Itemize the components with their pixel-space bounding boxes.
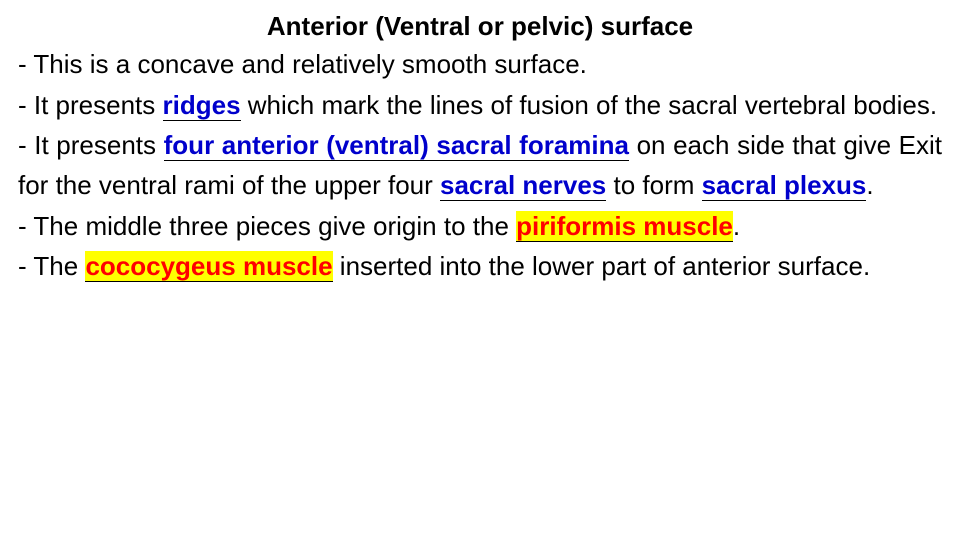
bullet-5: - The cococygeus muscle inserted into th… bbox=[18, 246, 942, 286]
term-ridges: ridges bbox=[163, 90, 241, 121]
text-fragment: to form bbox=[606, 170, 701, 200]
highlight-cococygeus: cococygeus muscle bbox=[85, 251, 332, 282]
text-fragment: inserted into the lower part of anterior… bbox=[333, 251, 871, 281]
term-sacral-nerves: sacral nerves bbox=[440, 170, 606, 201]
text-fragment: . bbox=[733, 211, 740, 241]
body-text: - This is a concave and relatively smoot… bbox=[18, 44, 942, 286]
text-fragment: - The middle three pieces give origin to… bbox=[18, 211, 516, 241]
text-fragment: . bbox=[866, 170, 873, 200]
page-title: Anterior (Ventral or pelvic) surface bbox=[18, 8, 942, 44]
text-fragment: which mark the lines of fusion of the sa… bbox=[241, 90, 938, 120]
bullet-1: - This is a concave and relatively smoot… bbox=[18, 44, 942, 84]
text-fragment: - The bbox=[18, 251, 85, 281]
bullet-3: - It presents four anterior (ventral) sa… bbox=[18, 125, 942, 206]
bullet-2: - It presents ridges which mark the line… bbox=[18, 85, 942, 125]
text-fragment: - It presents bbox=[18, 130, 164, 160]
term-sacral-plexus: sacral plexus bbox=[702, 170, 867, 201]
highlight-piriformis: piriformis muscle bbox=[516, 211, 733, 242]
bullet-4: - The middle three pieces give origin to… bbox=[18, 206, 942, 246]
text-fragment: - It presents bbox=[18, 90, 163, 120]
term-foramina: four anterior (ventral) sacral foramina bbox=[164, 130, 629, 161]
